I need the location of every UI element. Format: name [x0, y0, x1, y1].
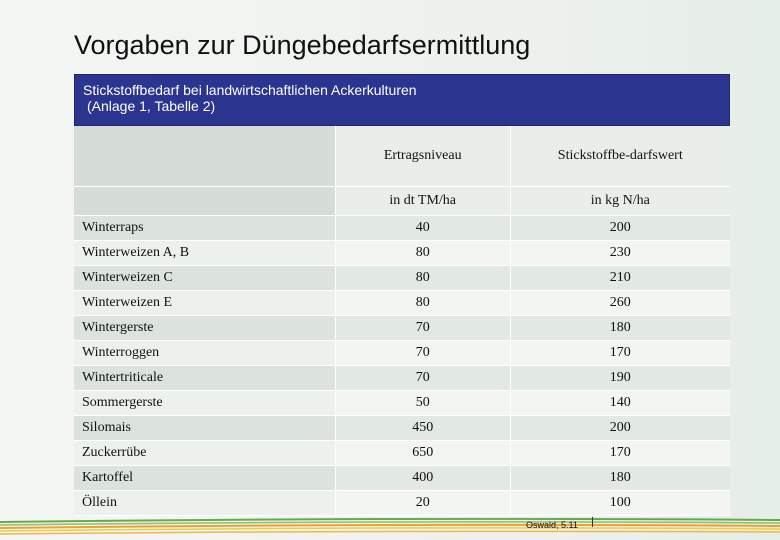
crop-cell: Öllein: [74, 490, 336, 516]
nitrogen-cell: 200: [509, 415, 730, 441]
header-cell-yield-level: Ertragsniveau: [334, 126, 511, 187]
yield-cell: 400: [334, 465, 511, 491]
unit-cell-nitrogen: in kg N/ha: [509, 186, 730, 216]
yield-cell: 70: [334, 315, 511, 341]
table-row: Winterweizen E 80 260: [74, 290, 730, 316]
crop-cell: Winterroggen: [74, 340, 336, 366]
table-row: Winterweizen C 80 210: [74, 265, 730, 291]
yield-cell: 80: [334, 265, 511, 291]
caption-line-2: (Anlage 1, Tabelle 2): [87, 98, 216, 114]
nitrogen-cell: 170: [509, 340, 730, 366]
table-row: Wintertriticale 70 190: [74, 365, 730, 391]
nitrogen-cell: 170: [509, 440, 730, 466]
yield-cell: 70: [334, 365, 511, 391]
table-row: Winterweizen A, B 80 230: [74, 240, 730, 266]
nitrogen-cell: 100: [509, 490, 730, 516]
nitrogen-cell: 180: [509, 465, 730, 491]
nitrogen-cell: 260: [509, 290, 730, 316]
unit-cell-yield: in dt TM/ha: [334, 186, 511, 216]
crop-cell: Wintergerste: [74, 315, 336, 341]
header-cell-crop: [74, 126, 336, 187]
nitrogen-cell: 190: [509, 365, 730, 391]
header-cell-nitrogen-value: Stickstoffbe-darfswert: [509, 126, 730, 187]
footer-divider: [592, 517, 593, 527]
nitrogen-cell: 210: [509, 265, 730, 291]
table-units-row: in dt TM/ha in kg N/ha: [74, 186, 730, 216]
footer-author: Oswald, 5.11: [526, 520, 578, 530]
table-header-row: Ertragsniveau Stickstoffbe-darfswert: [74, 126, 730, 187]
slide-title: Vorgaben zur Düngebedarfsermittlung: [74, 30, 531, 60]
yield-cell: 650: [334, 440, 511, 466]
crop-cell: Winterweizen C: [74, 265, 336, 291]
nitrogen-demand-table: Ertragsniveau Stickstoffbe-darfswert in …: [74, 126, 730, 516]
crop-cell: Winterraps: [74, 215, 336, 241]
table-row: Wintergerste 70 180: [74, 315, 730, 341]
nitrogen-cell: 140: [509, 390, 730, 416]
table-row: Silomais 450 200: [74, 415, 730, 441]
crop-cell: Zuckerrübe: [74, 440, 336, 466]
unit-cell-crop: [74, 186, 336, 216]
crop-cell: Sommergerste: [74, 390, 336, 416]
yield-cell: 80: [334, 290, 511, 316]
decorative-footer-stripes: [0, 518, 780, 535]
crop-cell: Silomais: [74, 415, 336, 441]
nitrogen-cell: 230: [509, 240, 730, 266]
yield-cell: 450: [334, 415, 511, 441]
crop-cell: Winterweizen A, B: [74, 240, 336, 266]
yield-cell: 50: [334, 390, 511, 416]
yield-cell: 20: [334, 490, 511, 516]
crop-cell: Winterweizen E: [74, 290, 336, 316]
yield-cell: 70: [334, 340, 511, 366]
table-row: Winterroggen 70 170: [74, 340, 730, 366]
caption-line-1: Stickstoffbedarf bei landwirtschaftliche…: [83, 82, 417, 98]
crop-cell: Wintertriticale: [74, 365, 336, 391]
yield-cell: 40: [334, 215, 511, 241]
table-row: Zuckerrübe 650 170: [74, 440, 730, 466]
table-row: Kartoffel 400 180: [74, 465, 730, 491]
table-row: Sommergerste 50 140: [74, 390, 730, 416]
crop-cell: Kartoffel: [74, 465, 336, 491]
table-caption-band: Stickstoffbedarf bei landwirtschaftliche…: [74, 74, 730, 126]
table-row: Winterraps 40 200: [74, 215, 730, 241]
table-row: Öllein 20 100: [74, 490, 730, 516]
nitrogen-cell: 180: [509, 315, 730, 341]
nitrogen-cell: 200: [509, 215, 730, 241]
yield-cell: 80: [334, 240, 511, 266]
